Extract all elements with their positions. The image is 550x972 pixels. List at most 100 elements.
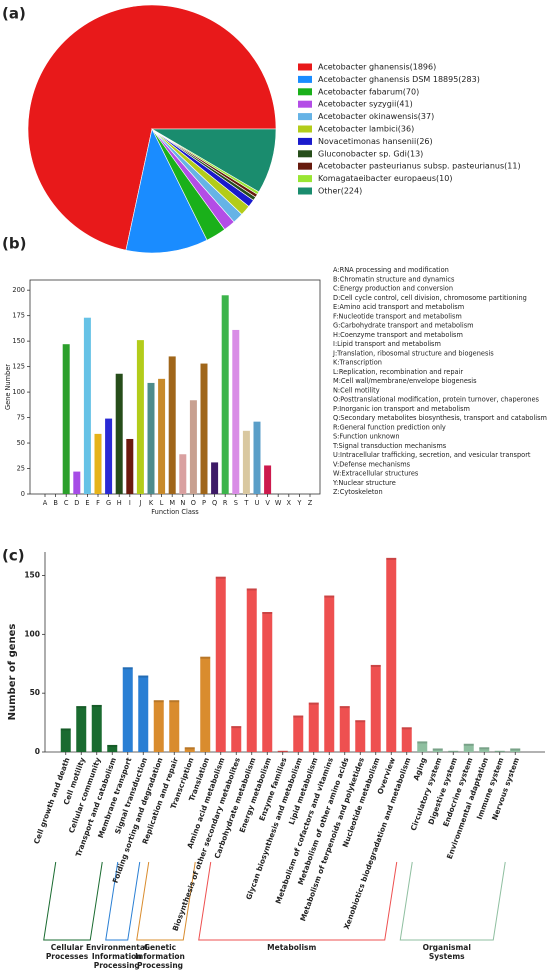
bar (147, 382, 155, 494)
bar (463, 743, 474, 752)
bar-highlight (215, 576, 226, 579)
group-label-box: Environmental Information Processing (85, 943, 148, 970)
function-description: N:Cell motility (333, 386, 380, 394)
x-tick-label: I (129, 499, 131, 507)
function-description: C:Energy production and conversion (333, 285, 453, 293)
function-description: G:Carbohydrate transport and metabolism (333, 322, 474, 330)
bar-highlight (184, 747, 195, 750)
bar (83, 317, 91, 494)
bar (510, 748, 521, 752)
y-tick-label: 125 (12, 363, 25, 371)
x-tick-label: P (202, 499, 206, 507)
group-bracket (136, 861, 196, 941)
function-description: L:Replication, recombination and repair (333, 368, 463, 376)
function-description: H:Coenzyme transport and metabolism (333, 331, 463, 339)
panel-label: (a) (2, 5, 26, 23)
legend-label: Acetobacter ghanensis DSM 18895(283) (318, 75, 480, 84)
legend-label: Acetobacter lambici(36) (318, 125, 414, 134)
function-description: M:Cell wall/membrane/envelope biogenesis (333, 377, 477, 385)
bar (115, 373, 123, 494)
function-description: B:Chromatin structure and dynamics (333, 275, 455, 283)
group-label-box: Metabolism (267, 943, 316, 952)
legend-swatch (298, 187, 312, 195)
x-tick-label: Y (296, 499, 302, 507)
bar (339, 706, 350, 752)
bar (200, 363, 208, 494)
bar (136, 340, 144, 494)
legend-swatch (298, 150, 312, 158)
bar-highlight (200, 656, 211, 659)
function-description: F:Nucleotide transport and metabolism (333, 312, 462, 320)
bar-highlight (479, 747, 490, 750)
group-bracket (105, 861, 141, 941)
bar-highlight (153, 700, 164, 703)
x-tick-label: C (64, 499, 69, 507)
y-tick-label: 200 (12, 286, 25, 294)
x-tick-label: Q (212, 499, 217, 507)
y-axis-label: Gene Number (4, 364, 12, 410)
x-tick-label: Z (308, 499, 313, 507)
bar (126, 438, 134, 494)
bar (107, 744, 118, 752)
group-bracket (198, 861, 398, 941)
bar (73, 471, 81, 494)
x-tick-label: B (53, 499, 58, 507)
bar-highlight (510, 748, 521, 751)
bar (158, 378, 166, 494)
x-tick-label: L (160, 499, 164, 507)
y-tick-label: 100 (12, 388, 25, 396)
function-description: V:Defense mechanisms (333, 460, 411, 468)
x-tick-label: M (169, 499, 175, 507)
y-tick-label: 25 (17, 465, 25, 473)
bar-highlight (107, 744, 118, 747)
function-description: P:Inorganic ion transport and metabolism (333, 405, 470, 413)
x-tick-label: K (149, 499, 154, 507)
bar (211, 462, 219, 494)
legend-swatch (298, 125, 312, 133)
group-label: Organismal Systems (422, 943, 471, 961)
y-tick-label: 150 (24, 571, 40, 580)
bar (189, 400, 197, 494)
bar (324, 595, 335, 752)
legend-label: Acetobacter okinawensis(37) (318, 112, 434, 121)
bar-highlight (417, 741, 428, 744)
bar (479, 747, 490, 752)
x-tick-label: O (191, 499, 196, 507)
bar-highlight (262, 612, 273, 614)
bar (432, 748, 443, 752)
bar (215, 576, 226, 752)
x-tick-label: U (255, 499, 260, 507)
legend-label: Other(224) (318, 187, 362, 196)
function-description: W:Extracellular structures (333, 470, 419, 478)
legend-swatch (298, 100, 312, 108)
y-tick-label: 75 (17, 414, 25, 422)
bar-highlight (277, 750, 288, 752)
bar-highlight (448, 750, 459, 752)
group-label-box: Cellular Processes (46, 943, 88, 961)
x-tick-label: Aging (411, 756, 428, 781)
bar (262, 612, 273, 752)
y-tick-label: 50 (17, 439, 25, 447)
group-label: Environmental Information Processing (85, 943, 148, 970)
function-description: Z:Cytoskeleton (333, 488, 383, 496)
bar-highlight (293, 715, 304, 718)
legend-label: Acetobacter ghanensis(1896) (318, 63, 436, 72)
bar-highlight (138, 675, 149, 678)
legend-label: Acetobacter syzygii(41) (318, 100, 413, 109)
function-description: R:General function prediction only (333, 423, 446, 431)
bar (91, 704, 102, 752)
function-description: T:Signal transduction mechanisms (332, 442, 447, 450)
bar (153, 700, 164, 752)
bar (370, 664, 381, 752)
bar-highlight (494, 750, 505, 752)
bar (246, 588, 257, 752)
x-tick-label: V (265, 499, 270, 507)
function-description: J:Translation, ribosomal structure and b… (332, 349, 494, 357)
bar (242, 430, 250, 494)
legend-swatch (298, 162, 312, 170)
bar-highlight (246, 588, 257, 591)
pie-slice (27, 4, 277, 251)
y-tick-label: 0 (21, 490, 25, 498)
bar (494, 750, 505, 752)
